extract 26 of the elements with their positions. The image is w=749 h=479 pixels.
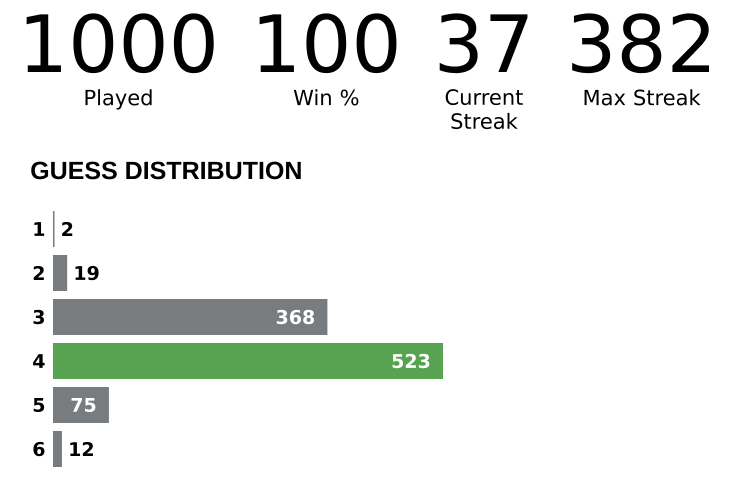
y-tick-label: 2 [34,266,44,280]
y-tick-label: 3 [34,310,44,324]
y-tick-label: 1 [34,222,44,236]
category-label: Max Streak [584,89,701,106]
data-label: 100 [260,13,396,74]
bar [53,387,109,424]
data-label: 382 [572,13,710,74]
data-label: 12 [70,442,93,456]
category-label: Played [86,89,152,110]
bar [53,343,444,380]
y-tick-label: 5 [34,398,44,412]
data-label: 2 [62,222,72,236]
data-label: 1000 [26,13,214,74]
category-label: Current Streak [446,89,523,130]
data-label: 75 [72,398,96,412]
bar [53,431,62,468]
data-label: 19 [76,266,99,280]
chart-title: GUESS DISTRIBUTION [31,162,301,180]
y-tick-label: 4 [33,354,45,368]
bar [53,255,68,292]
data-label: 523 [392,354,430,368]
bar [53,299,328,336]
category-label: Win % [294,89,358,106]
y-tick-label: 6 [33,442,44,456]
data-label: 37 [440,13,528,74]
data-label: 368 [276,310,314,324]
